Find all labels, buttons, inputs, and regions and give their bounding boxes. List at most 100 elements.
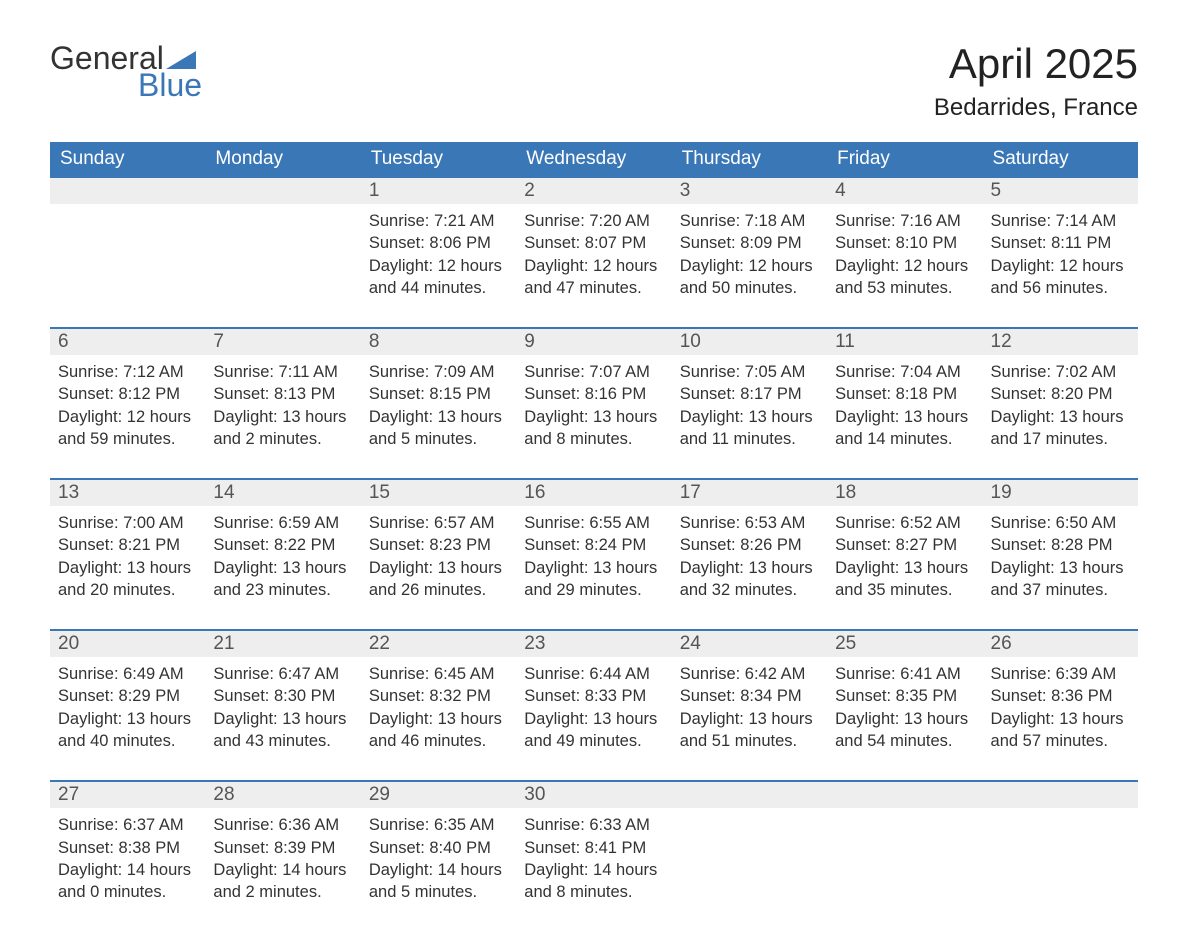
sunrise-line: Sunrise: 6:42 AM <box>680 663 819 685</box>
sunrise-line: Sunrise: 6:52 AM <box>835 512 974 534</box>
sunrise-line: Sunrise: 6:49 AM <box>58 663 197 685</box>
day-header-row: SundayMondayTuesdayWednesdayThursdayFrid… <box>50 142 1138 177</box>
week-4-content-row: Sunrise: 6:37 AMSunset: 8:38 PMDaylight:… <box>50 808 1138 931</box>
sunset-line: Sunset: 8:40 PM <box>369 837 508 859</box>
daylight-line: Daylight: 13 hours and 8 minutes. <box>524 406 663 451</box>
sunrise-line: Sunrise: 6:39 AM <box>991 663 1130 685</box>
day-content-cell: Sunrise: 7:20 AMSunset: 8:07 PMDaylight:… <box>516 204 671 328</box>
day-content-cell: Sunrise: 6:39 AMSunset: 8:36 PMDaylight:… <box>983 657 1138 781</box>
day-number-cell: 27 <box>50 781 205 808</box>
day-header-thursday: Thursday <box>672 142 827 177</box>
day-content-cell: Sunrise: 6:57 AMSunset: 8:23 PMDaylight:… <box>361 506 516 630</box>
daylight-line: Daylight: 13 hours and 54 minutes. <box>835 708 974 753</box>
day-header-tuesday: Tuesday <box>361 142 516 177</box>
week-2-content-row: Sunrise: 7:00 AMSunset: 8:21 PMDaylight:… <box>50 506 1138 630</box>
sunrise-line: Sunrise: 6:37 AM <box>58 814 197 836</box>
sunset-line: Sunset: 8:38 PM <box>58 837 197 859</box>
daylight-line: Daylight: 13 hours and 37 minutes. <box>991 557 1130 602</box>
day-number-cell: 17 <box>672 479 827 506</box>
sunrise-line: Sunrise: 7:05 AM <box>680 361 819 383</box>
day-content-cell: Sunrise: 6:35 AMSunset: 8:40 PMDaylight:… <box>361 808 516 931</box>
daylight-line: Daylight: 13 hours and 17 minutes. <box>991 406 1130 451</box>
daylight-line: Daylight: 12 hours and 47 minutes. <box>524 255 663 300</box>
sunset-line: Sunset: 8:21 PM <box>58 534 197 556</box>
sunset-line: Sunset: 8:28 PM <box>991 534 1130 556</box>
sunset-line: Sunset: 8:23 PM <box>369 534 508 556</box>
daylight-line: Daylight: 12 hours and 56 minutes. <box>991 255 1130 300</box>
sunset-line: Sunset: 8:20 PM <box>991 383 1130 405</box>
sunrise-line: Sunrise: 7:00 AM <box>58 512 197 534</box>
day-number-cell: 10 <box>672 328 827 355</box>
week-3-daynum-row: 20212223242526 <box>50 630 1138 657</box>
day-number-cell <box>983 781 1138 808</box>
day-number-cell: 22 <box>361 630 516 657</box>
daylight-line: Daylight: 12 hours and 50 minutes. <box>680 255 819 300</box>
daylight-line: Daylight: 12 hours and 53 minutes. <box>835 255 974 300</box>
sunset-line: Sunset: 8:35 PM <box>835 685 974 707</box>
daylight-line: Daylight: 12 hours and 59 minutes. <box>58 406 197 451</box>
day-content-cell: Sunrise: 7:11 AMSunset: 8:13 PMDaylight:… <box>205 355 360 479</box>
sunset-line: Sunset: 8:32 PM <box>369 685 508 707</box>
day-content-cell: Sunrise: 6:50 AMSunset: 8:28 PMDaylight:… <box>983 506 1138 630</box>
day-content-cell: Sunrise: 7:02 AMSunset: 8:20 PMDaylight:… <box>983 355 1138 479</box>
sunset-line: Sunset: 8:34 PM <box>680 685 819 707</box>
day-content-cell: Sunrise: 7:18 AMSunset: 8:09 PMDaylight:… <box>672 204 827 328</box>
sunset-line: Sunset: 8:27 PM <box>835 534 974 556</box>
day-content-cell: Sunrise: 6:42 AMSunset: 8:34 PMDaylight:… <box>672 657 827 781</box>
sunrise-line: Sunrise: 6:50 AM <box>991 512 1130 534</box>
daylight-line: Daylight: 13 hours and 26 minutes. <box>369 557 508 602</box>
sunset-line: Sunset: 8:07 PM <box>524 232 663 254</box>
week-4-daynum-row: 27282930 <box>50 781 1138 808</box>
day-content-cell: Sunrise: 7:04 AMSunset: 8:18 PMDaylight:… <box>827 355 982 479</box>
sunrise-line: Sunrise: 7:16 AM <box>835 210 974 232</box>
sunset-line: Sunset: 8:10 PM <box>835 232 974 254</box>
day-content-cell: Sunrise: 6:55 AMSunset: 8:24 PMDaylight:… <box>516 506 671 630</box>
day-content-cell: Sunrise: 7:00 AMSunset: 8:21 PMDaylight:… <box>50 506 205 630</box>
daylight-line: Daylight: 13 hours and 14 minutes. <box>835 406 974 451</box>
daylight-line: Daylight: 13 hours and 20 minutes. <box>58 557 197 602</box>
title-block: April 2025 Bedarrides, France <box>934 40 1138 122</box>
day-number-cell: 16 <box>516 479 671 506</box>
sunset-line: Sunset: 8:18 PM <box>835 383 974 405</box>
day-number-cell: 19 <box>983 479 1138 506</box>
sunrise-line: Sunrise: 6:45 AM <box>369 663 508 685</box>
day-number-cell: 7 <box>205 328 360 355</box>
week-0-content-row: Sunrise: 7:21 AMSunset: 8:06 PMDaylight:… <box>50 204 1138 328</box>
sunrise-line: Sunrise: 6:35 AM <box>369 814 508 836</box>
sunrise-line: Sunrise: 7:14 AM <box>991 210 1130 232</box>
day-number-cell: 9 <box>516 328 671 355</box>
sunrise-line: Sunrise: 7:18 AM <box>680 210 819 232</box>
sunrise-line: Sunrise: 6:57 AM <box>369 512 508 534</box>
daylight-line: Daylight: 13 hours and 46 minutes. <box>369 708 508 753</box>
daylight-line: Daylight: 13 hours and 49 minutes. <box>524 708 663 753</box>
day-number-cell: 5 <box>983 177 1138 204</box>
day-number-cell: 8 <box>361 328 516 355</box>
daylight-line: Daylight: 12 hours and 44 minutes. <box>369 255 508 300</box>
day-number-cell: 20 <box>50 630 205 657</box>
daylight-line: Daylight: 13 hours and 23 minutes. <box>213 557 352 602</box>
day-number-cell: 24 <box>672 630 827 657</box>
week-1-daynum-row: 6789101112 <box>50 328 1138 355</box>
daylight-line: Daylight: 13 hours and 43 minutes. <box>213 708 352 753</box>
sunset-line: Sunset: 8:17 PM <box>680 383 819 405</box>
daylight-line: Daylight: 13 hours and 5 minutes. <box>369 406 508 451</box>
day-number-cell: 11 <box>827 328 982 355</box>
day-content-cell: Sunrise: 6:36 AMSunset: 8:39 PMDaylight:… <box>205 808 360 931</box>
day-content-cell: Sunrise: 6:44 AMSunset: 8:33 PMDaylight:… <box>516 657 671 781</box>
day-content-cell <box>50 204 205 328</box>
day-number-cell <box>827 781 982 808</box>
day-number-cell <box>205 177 360 204</box>
day-number-cell: 25 <box>827 630 982 657</box>
sunrise-line: Sunrise: 7:04 AM <box>835 361 974 383</box>
day-content-cell: Sunrise: 7:16 AMSunset: 8:10 PMDaylight:… <box>827 204 982 328</box>
header: General Blue April 2025 Bedarrides, Fran… <box>50 40 1138 122</box>
day-content-cell: Sunrise: 6:59 AMSunset: 8:22 PMDaylight:… <box>205 506 360 630</box>
day-header-friday: Friday <box>827 142 982 177</box>
sunset-line: Sunset: 8:24 PM <box>524 534 663 556</box>
day-header-wednesday: Wednesday <box>516 142 671 177</box>
day-number-cell <box>50 177 205 204</box>
sunrise-line: Sunrise: 6:36 AM <box>213 814 352 836</box>
sunset-line: Sunset: 8:22 PM <box>213 534 352 556</box>
day-header-saturday: Saturday <box>983 142 1138 177</box>
week-1-content-row: Sunrise: 7:12 AMSunset: 8:12 PMDaylight:… <box>50 355 1138 479</box>
